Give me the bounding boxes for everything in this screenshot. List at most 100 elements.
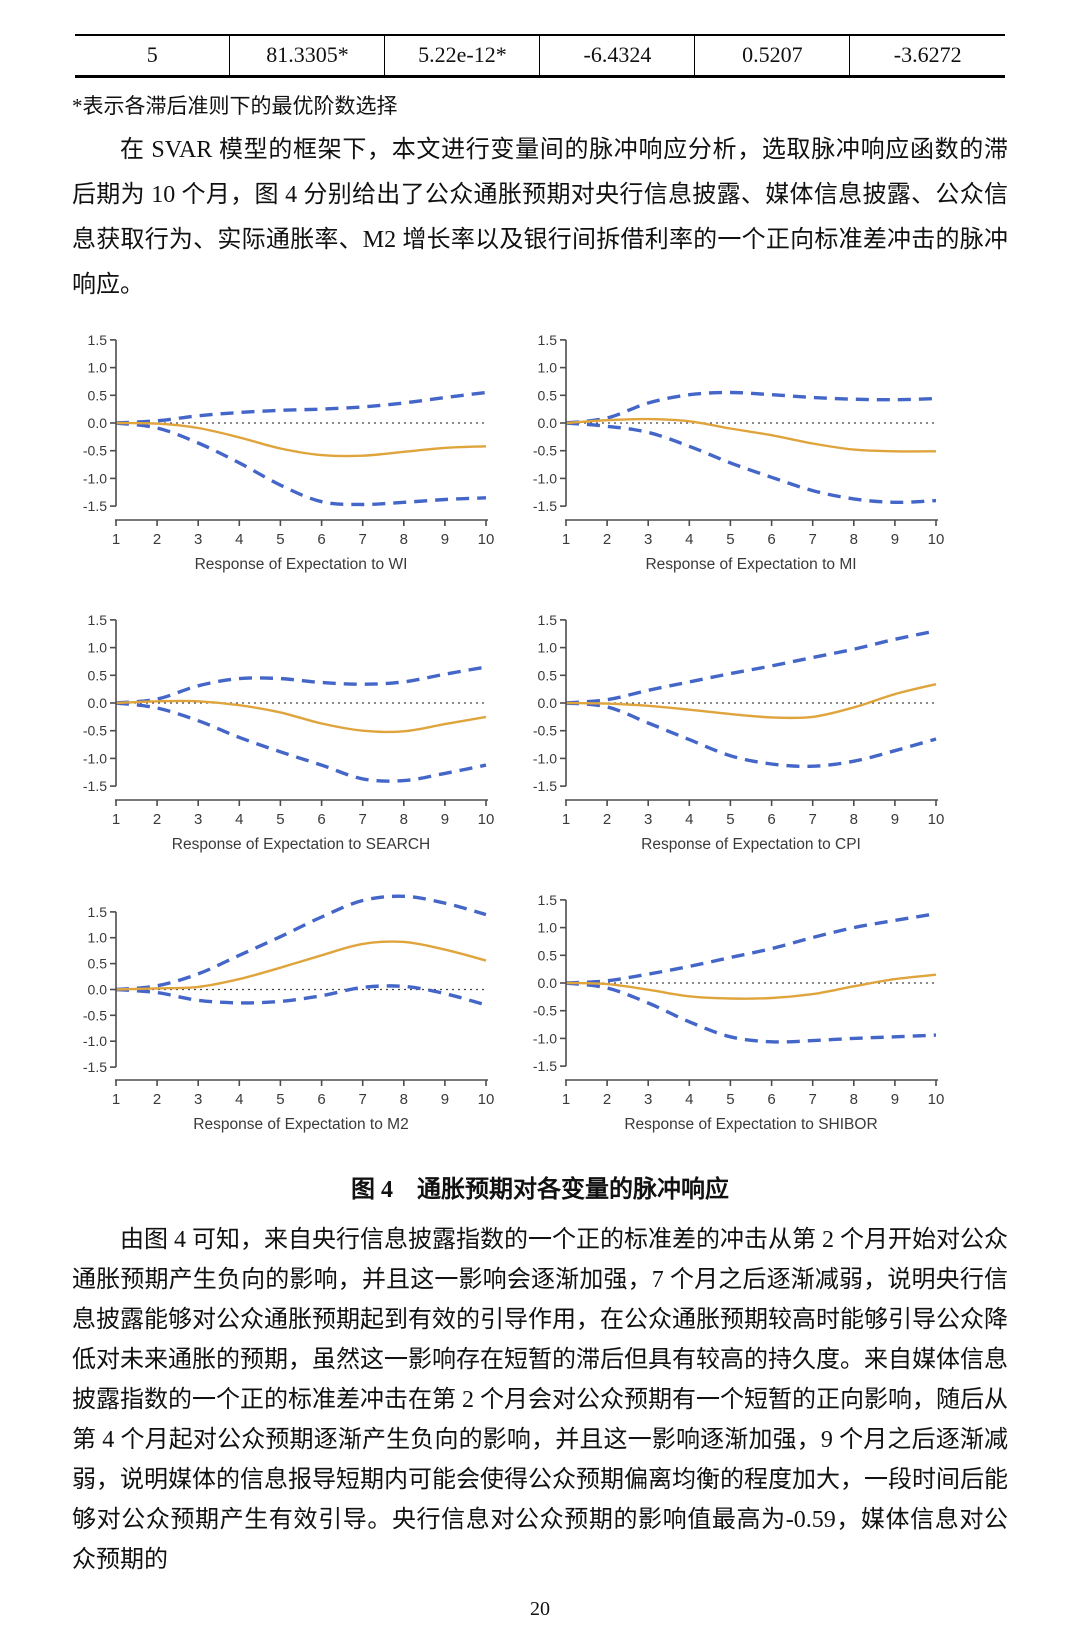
paragraph-svar-intro: 在 SVAR 模型的框架下，本文进行变量间的脉冲响应分析，选取脉冲响应函数的滞后… [72,137,1008,298]
svg-text:7: 7 [809,1091,817,1108]
svg-text:2: 2 [603,1091,611,1108]
svg-text:-1.5: -1.5 [533,498,557,514]
svg-text:9: 9 [441,531,449,548]
svg-text:8: 8 [850,811,858,828]
svg-text:7: 7 [359,811,367,828]
svg-text:6: 6 [317,811,325,828]
svg-text:0.0: 0.0 [538,975,558,991]
svg-text:3: 3 [194,811,202,828]
svg-text:-1.5: -1.5 [533,1058,557,1074]
svg-text:-0.5: -0.5 [533,723,557,739]
irf-chart-mi: 1.5 1.0 0.5 0.0 -0.5 -1.0 -1.5 1 2 3 4 5 6 7 8 9 10 Respo… [520,320,970,585]
svg-text:1: 1 [562,1091,570,1108]
svg-text:1.5: 1.5 [88,332,108,348]
svg-text:5: 5 [726,1091,734,1108]
table-footnote: *表示各滞后准则下的最优阶数选择 [72,94,398,118]
svg-text:0.0: 0.0 [88,695,108,711]
svg-text:8: 8 [400,531,408,548]
svg-text:-0.5: -0.5 [533,443,557,459]
svg-text:2: 2 [153,811,161,828]
svg-text:5: 5 [726,531,734,548]
svg-text:6: 6 [317,531,325,548]
svg-text:1.0: 1.0 [538,360,558,376]
svg-text:4: 4 [685,531,693,548]
svg-text:1: 1 [112,1091,120,1108]
table-cell-sc: 0.5207 [694,35,850,77]
svg-text:5: 5 [276,531,284,548]
irf-chart-m2: 1.5 1.0 0.5 0.0 -0.5 -1.0 -1.5 1 2 3 4 5 6 7 8 9 10 Respo… [70,880,520,1145]
table-row: 5 81.3305* 5.22e-12* -6.4324 0.5207 -3.6… [75,35,1005,77]
table-cell-lr: 81.3305* [229,35,385,77]
svg-text:-1.0: -1.0 [533,750,557,766]
svg-text:10: 10 [928,531,945,548]
svg-text:Response of Expectation to WI: Response of Expectation to WI [195,556,408,573]
svg-text:Response of Expectation to CPI: Response of Expectation to CPI [641,836,861,853]
svg-text:10: 10 [478,811,495,828]
svg-text:-0.5: -0.5 [83,723,107,739]
svg-text:5: 5 [726,811,734,828]
svg-text:1: 1 [112,531,120,548]
svg-text:6: 6 [767,531,775,548]
svg-text:-0.5: -0.5 [533,1003,557,1019]
svg-text:6: 6 [767,811,775,828]
svg-text:1.0: 1.0 [88,360,108,376]
svg-text:7: 7 [809,811,817,828]
svg-text:10: 10 [478,1091,495,1108]
svg-text:-1.5: -1.5 [83,1059,107,1075]
svg-text:0.0: 0.0 [88,415,108,431]
svg-text:8: 8 [400,1091,408,1108]
svg-text:6: 6 [767,1091,775,1108]
svg-text:4: 4 [235,811,243,828]
svg-text:-1.0: -1.0 [533,1030,557,1046]
svg-text:0.5: 0.5 [538,387,558,403]
svg-text:9: 9 [891,811,899,828]
table-cell-lag-order: 5 [146,42,158,67]
svg-text:1.5: 1.5 [88,612,108,628]
svg-text:5: 5 [276,811,284,828]
svg-text:1.5: 1.5 [538,892,558,908]
svg-text:5: 5 [276,1091,284,1108]
svg-text:3: 3 [194,531,202,548]
svg-text:3: 3 [194,1091,202,1108]
svg-text:7: 7 [359,1091,367,1108]
svg-text:-0.5: -0.5 [83,443,107,459]
page-number: 20 [530,1598,550,1620]
svg-text:-1.0: -1.0 [83,750,107,766]
irf-chart-wi: 1.5 1.0 0.5 0.0 -0.5 -1.0 -1.5 1 2 3 4 5 6 7 8 9 10 Respo… [70,320,520,585]
paragraph-figure4-discussion: 由图 4 可知，来自央行信息披露指数的一个正的标准差的冲击从第 2 个月开始对公… [72,1227,1008,1573]
svg-text:1.5: 1.5 [88,904,108,920]
svg-text:Response of Expectation to M2: Response of Expectation to M2 [193,1116,408,1133]
svg-text:0.5: 0.5 [538,947,558,963]
svg-text:10: 10 [478,531,495,548]
svg-text:8: 8 [850,531,858,548]
svg-text:-1.5: -1.5 [533,778,557,794]
irf-chart-search: 1.5 1.0 0.5 0.0 -0.5 -1.0 -1.5 1 2 3 4 5 6 7 8 9 10 Respo… [70,600,520,865]
svg-text:8: 8 [400,811,408,828]
svg-text:1.0: 1.0 [88,640,108,656]
svg-text:0.5: 0.5 [538,667,558,683]
svg-text:3: 3 [644,531,652,548]
irf-chart-shibor: 1.5 1.0 0.5 0.0 -0.5 -1.0 -1.5 1 2 3 4 5 6 7 8 9 10 Respo… [520,880,970,1145]
svg-text:9: 9 [441,811,449,828]
svg-text:0.5: 0.5 [88,956,108,972]
svg-text:-1.5: -1.5 [83,498,107,514]
svg-text:0.5: 0.5 [88,667,108,683]
svg-text:0.0: 0.0 [538,695,558,711]
figure-4-charts: 1.5 1.0 0.5 0.0 -0.5 -1.0 -1.5 1 2 3 4 5 6 7 8 9 10 Respo… [70,320,1080,1145]
svg-text:-1.5: -1.5 [83,778,107,794]
svg-text:3: 3 [644,811,652,828]
table-cell-fpe: 5.22e-12* [384,35,540,77]
svg-text:0.5: 0.5 [88,387,108,403]
svg-text:Response of Expectation to MI: Response of Expectation to MI [645,556,856,573]
svg-text:8: 8 [850,1091,858,1108]
svg-text:0.0: 0.0 [538,415,558,431]
lag-criteria-table: 5 81.3305* 5.22e-12* -6.4324 0.5207 -3.6… [75,34,1005,78]
svg-text:-1.0: -1.0 [83,1033,107,1049]
irf-chart-cpi: 1.5 1.0 0.5 0.0 -0.5 -1.0 -1.5 1 2 3 4 5 6 7 8 9 10 Respo… [520,600,970,865]
svg-text:9: 9 [891,531,899,548]
svg-text:-0.5: -0.5 [83,1007,107,1023]
svg-text:2: 2 [603,531,611,548]
table-cell-aic: -6.4324 [539,35,695,77]
svg-text:1.5: 1.5 [538,612,558,628]
